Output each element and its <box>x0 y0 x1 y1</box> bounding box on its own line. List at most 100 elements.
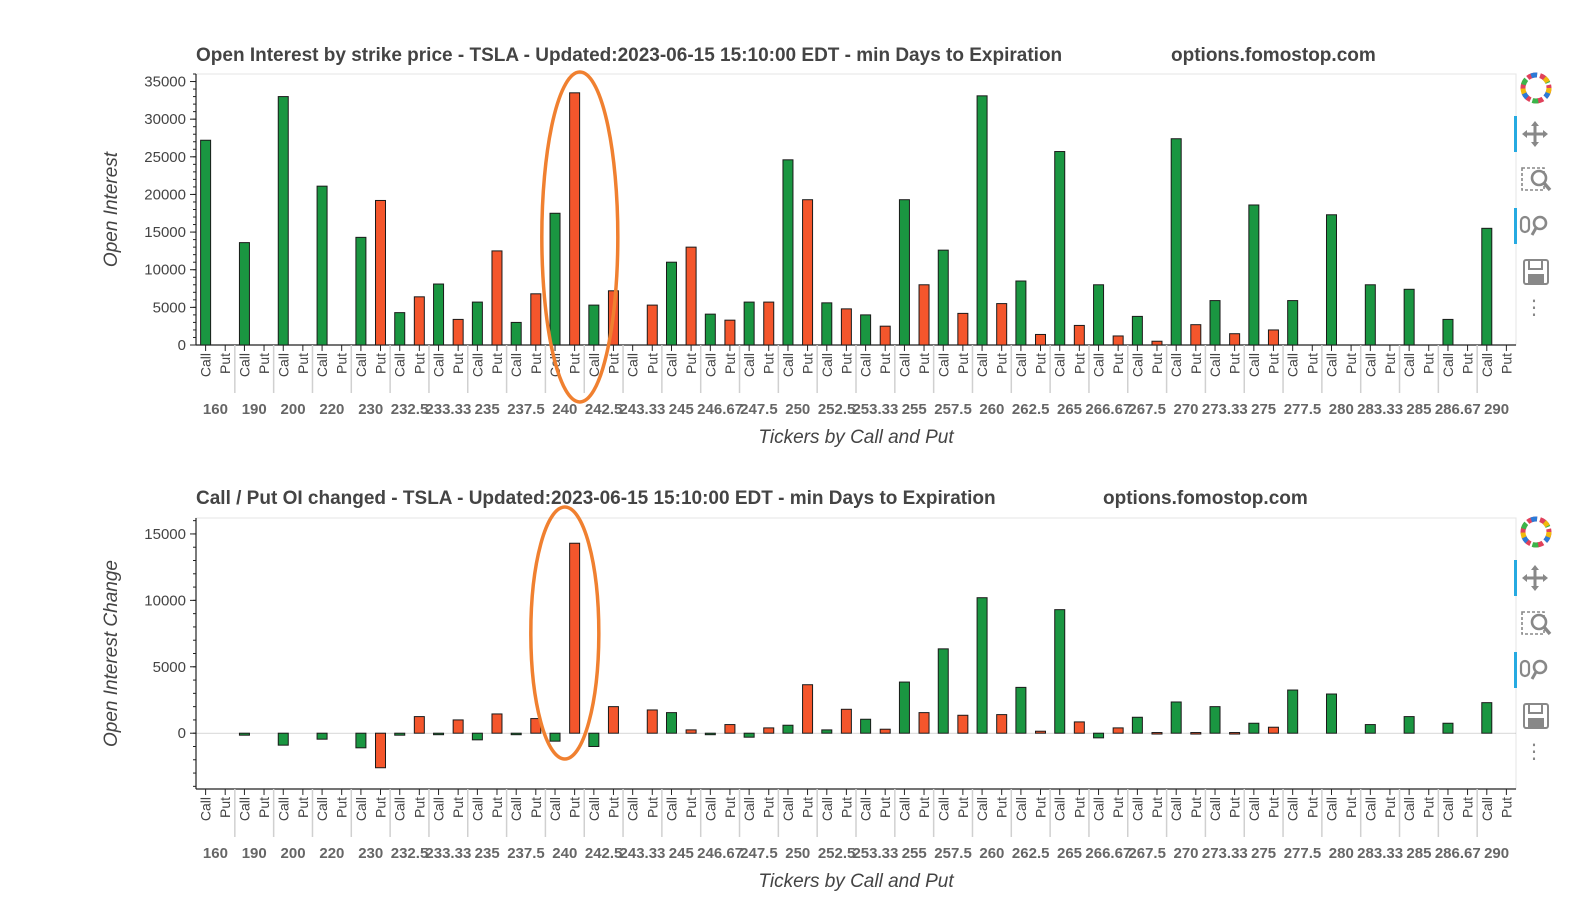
put-bar[interactable] <box>918 712 930 734</box>
call-bar[interactable] <box>1248 722 1260 734</box>
put-bar[interactable] <box>1190 324 1202 346</box>
put-bar[interactable] <box>646 304 658 346</box>
call-bar[interactable] <box>1015 280 1027 346</box>
call-bar[interactable] <box>1248 204 1260 346</box>
pan-tool[interactable] <box>1514 116 1553 152</box>
put-bar[interactable] <box>802 199 814 346</box>
put-bar[interactable] <box>763 727 775 734</box>
call-bar[interactable] <box>665 712 677 734</box>
call-bar[interactable] <box>433 732 445 736</box>
call-bar[interactable] <box>433 283 445 346</box>
box-zoom-tool[interactable] <box>1518 162 1554 198</box>
put-bar[interactable] <box>452 719 464 734</box>
call-bar[interactable] <box>1131 315 1143 346</box>
put-bar[interactable] <box>569 542 581 734</box>
call-bar[interactable] <box>821 729 833 734</box>
call-bar[interactable] <box>200 139 212 346</box>
put-bar[interactable] <box>957 714 969 734</box>
call-bar[interactable] <box>1364 724 1376 734</box>
call-bar[interactable] <box>510 732 522 736</box>
call-bar[interactable] <box>1093 284 1105 346</box>
call-bar[interactable] <box>782 159 794 346</box>
call-bar[interactable] <box>860 314 872 346</box>
call-bar[interactable] <box>355 732 367 749</box>
call-bar[interactable] <box>743 301 755 346</box>
call-bar[interactable] <box>277 732 289 746</box>
put-bar[interactable] <box>918 284 930 346</box>
put-bar[interactable] <box>1151 732 1163 735</box>
call-bar[interactable] <box>1054 609 1066 734</box>
call-bar[interactable] <box>277 96 289 346</box>
call-bar[interactable] <box>549 732 561 742</box>
call-bar[interactable] <box>471 301 483 346</box>
call-bar[interactable] <box>782 724 794 734</box>
call-bar[interactable] <box>1403 716 1415 734</box>
put-bar[interactable] <box>1267 726 1279 734</box>
save-tool[interactable] <box>1518 254 1554 290</box>
call-bar[interactable] <box>1442 722 1454 734</box>
more-options-icon[interactable]: ⋮ <box>1524 739 1544 763</box>
put-bar[interactable] <box>375 199 387 346</box>
put-bar[interactable] <box>840 308 852 346</box>
call-bar[interactable] <box>1442 318 1454 346</box>
put-bar[interactable] <box>530 293 542 346</box>
put-bar[interactable] <box>1151 340 1163 346</box>
put-bar[interactable] <box>1112 727 1124 734</box>
put-bar[interactable] <box>413 296 425 346</box>
put-bar[interactable] <box>1229 732 1241 735</box>
put-bar[interactable] <box>996 303 1008 346</box>
call-bar[interactable] <box>1481 702 1493 734</box>
call-bar[interactable] <box>1209 706 1221 734</box>
call-bar[interactable] <box>1015 686 1027 734</box>
call-bar[interactable] <box>704 313 716 346</box>
save-tool[interactable] <box>1518 698 1554 734</box>
call-bar[interactable] <box>316 732 328 740</box>
put-bar[interactable] <box>1112 335 1124 346</box>
call-bar[interactable] <box>355 236 367 346</box>
put-bar[interactable] <box>763 301 775 346</box>
call-bar[interactable] <box>1325 693 1337 734</box>
call-bar[interactable] <box>898 199 910 346</box>
call-bar[interactable] <box>1054 151 1066 346</box>
call-bar[interactable] <box>1170 701 1182 734</box>
call-bar[interactable] <box>1093 732 1105 739</box>
call-bar[interactable] <box>1131 716 1143 734</box>
put-bar[interactable] <box>491 250 503 346</box>
call-bar[interactable] <box>471 732 483 741</box>
call-bar[interactable] <box>510 321 522 346</box>
call-bar[interactable] <box>1364 284 1376 346</box>
call-bar[interactable] <box>394 312 406 346</box>
pan-tool[interactable] <box>1514 560 1553 596</box>
call-bar[interactable] <box>588 732 600 747</box>
put-bar[interactable] <box>802 684 814 734</box>
put-bar[interactable] <box>1035 333 1047 346</box>
call-bar[interactable] <box>898 681 910 734</box>
call-bar[interactable] <box>860 718 872 734</box>
call-bar[interactable] <box>1481 227 1493 346</box>
put-bar[interactable] <box>879 728 891 734</box>
call-bar[interactable] <box>976 597 988 734</box>
call-bar[interactable] <box>937 249 949 346</box>
put-bar[interactable] <box>1190 732 1202 735</box>
call-bar[interactable] <box>1325 214 1337 346</box>
call-bar[interactable] <box>937 648 949 734</box>
call-bar[interactable] <box>588 304 600 346</box>
put-bar[interactable] <box>569 92 581 346</box>
box-zoom-tool[interactable] <box>1518 606 1554 642</box>
put-bar[interactable] <box>1073 324 1085 346</box>
put-bar[interactable] <box>685 729 697 734</box>
wheel-zoom-tool[interactable] <box>1514 652 1553 688</box>
put-bar[interactable] <box>646 709 658 734</box>
put-bar[interactable] <box>375 732 387 769</box>
call-bar[interactable] <box>394 732 406 736</box>
call-bar[interactable] <box>1403 288 1415 346</box>
call-bar[interactable] <box>238 242 250 346</box>
put-bar[interactable] <box>1035 730 1047 734</box>
put-bar[interactable] <box>1229 333 1241 346</box>
call-bar[interactable] <box>1287 300 1299 346</box>
call-bar[interactable] <box>743 732 755 738</box>
wheel-zoom-tool[interactable] <box>1514 208 1553 244</box>
put-bar[interactable] <box>1073 721 1085 734</box>
call-bar[interactable] <box>549 212 561 346</box>
put-bar[interactable] <box>840 708 852 734</box>
